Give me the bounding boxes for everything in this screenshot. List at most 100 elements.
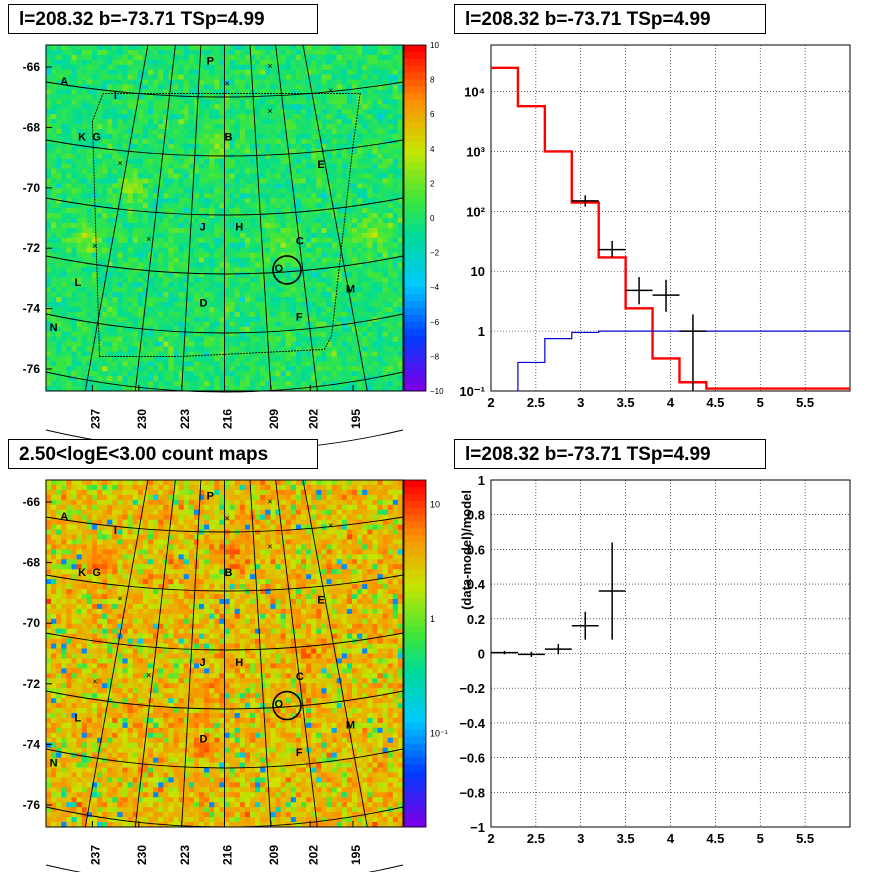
heatmap-cell	[280, 247, 287, 253]
heatmap-cell	[142, 213, 149, 219]
heatmap-cell	[270, 203, 276, 209]
heatmap-cell	[117, 94, 123, 100]
heatmap-cell	[193, 49, 200, 56]
heatmap-cell	[275, 272, 281, 278]
heatmap-cell	[91, 163, 98, 169]
heatmap-cell	[199, 297, 205, 303]
heatmap-cell	[367, 89, 373, 95]
heatmap-cell	[397, 133, 404, 140]
heatmap-cell	[346, 124, 353, 130]
heatmap-cell	[178, 267, 185, 273]
heatmap-cell	[112, 351, 118, 357]
heatmap-cell	[392, 148, 399, 155]
heatmap-cell	[86, 148, 93, 155]
heatmap-cell	[397, 129, 404, 135]
heatmap-cell	[219, 213, 225, 219]
heatmap-cell	[295, 252, 302, 258]
heatmap-cell	[392, 346, 399, 352]
heatmap-cell	[199, 376, 205, 382]
heatmap-cell	[362, 104, 368, 110]
heatmap-cell	[168, 316, 174, 323]
heatmap-cell	[209, 218, 215, 224]
heatmap-cell	[255, 351, 261, 357]
heatmap-cell	[132, 222, 139, 229]
heatmap-cell	[61, 257, 67, 263]
heatmap-cell	[255, 109, 261, 115]
heatmap-cell	[193, 193, 200, 199]
heatmap-cell	[102, 203, 108, 209]
heatmap-cell	[290, 138, 297, 145]
heatmap-cell	[71, 99, 77, 105]
heatmap-cell	[142, 227, 149, 234]
heatmap-cell	[392, 267, 399, 273]
heatmap-cell	[290, 69, 297, 76]
heatmap-cell	[280, 143, 287, 150]
source-label-e: E	[317, 159, 324, 171]
heatmap-cell	[255, 292, 261, 298]
heatmap-cell	[137, 133, 144, 140]
heatmap-cell	[255, 257, 261, 263]
heatmap-cell	[193, 306, 200, 313]
heatmap-cell	[137, 163, 144, 169]
heatmap-cell	[382, 173, 389, 179]
heatmap-cell	[158, 69, 164, 76]
heatmap-cell	[76, 114, 83, 120]
heatmap-cell	[61, 109, 67, 115]
heatmap-cell	[250, 114, 256, 120]
heatmap-cell	[46, 376, 52, 382]
heatmap-cell	[229, 222, 236, 229]
heatmap-cell	[285, 351, 292, 357]
heatmap-cell	[102, 277, 108, 283]
heatmap-cell	[316, 336, 322, 342]
heatmap-cell	[285, 59, 292, 66]
heatmap-cell	[301, 232, 307, 239]
heatmap-cell	[117, 218, 123, 224]
heatmap-cell	[316, 237, 322, 244]
heatmap-cell	[178, 371, 185, 377]
heatmap-cell	[301, 213, 307, 219]
heatmap-cell	[265, 69, 271, 76]
heatmap-cell	[137, 252, 144, 258]
heatmap-cell	[244, 168, 251, 174]
heatmap-cell	[148, 227, 154, 234]
heatmap-cell	[168, 222, 174, 229]
heatmap-cell	[51, 119, 57, 125]
heatmap-cell	[265, 356, 271, 362]
heatmap-cell	[66, 133, 72, 140]
heatmap-cell	[219, 376, 225, 382]
heatmap-cell	[61, 292, 67, 298]
heatmap-cell	[86, 341, 93, 347]
heatmap-cell	[183, 158, 190, 165]
heatmap-cell	[163, 297, 169, 303]
heatmap-cell	[372, 148, 378, 155]
heatmap-cell	[127, 178, 134, 184]
heatmap-cell	[392, 198, 399, 204]
heatmap-cell	[81, 381, 88, 387]
heatmap-cell	[357, 222, 363, 229]
heatmap-cell	[168, 247, 174, 253]
heatmap-cell	[173, 89, 179, 95]
heatmap-cell	[199, 356, 205, 362]
heatmap-cell	[341, 376, 348, 382]
heatmap-cell	[76, 158, 83, 165]
heatmap-cell	[97, 213, 103, 219]
heatmap-cell	[153, 198, 159, 204]
heatmap-cell	[173, 74, 179, 80]
heatmap-cell	[137, 272, 144, 278]
heatmap-cell	[331, 346, 338, 352]
heatmap-cell	[209, 114, 215, 120]
heatmap-cell	[214, 178, 220, 184]
heatmap-cell	[301, 173, 307, 179]
heatmap-cell	[132, 247, 139, 253]
heatmap-cell	[107, 129, 113, 135]
heatmap-cell	[392, 326, 399, 333]
heatmap-cell	[168, 366, 174, 372]
heatmap-cell	[377, 119, 383, 125]
heatmap-cell	[387, 257, 394, 263]
heatmap-cell	[81, 326, 88, 333]
heatmap-cell	[224, 316, 230, 323]
heatmap-cell	[331, 99, 338, 105]
heatmap-cell	[122, 282, 128, 288]
heatmap-cell	[71, 321, 77, 328]
heatmap-cell	[56, 267, 62, 273]
